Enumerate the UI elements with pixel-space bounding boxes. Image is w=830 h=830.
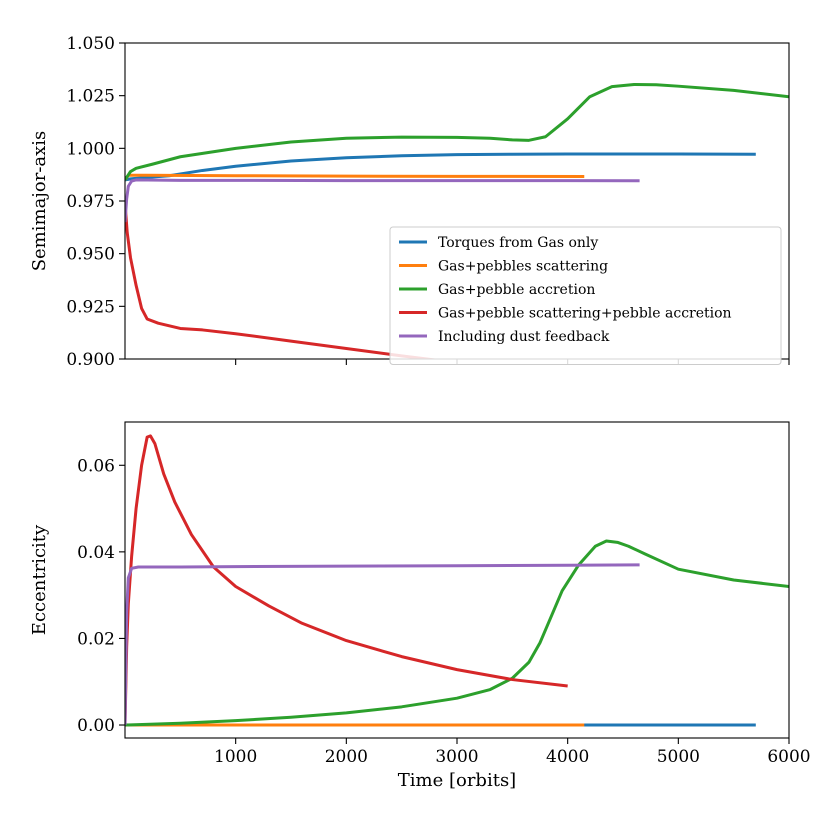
eccentricity-series-line-3 bbox=[125, 539, 789, 727]
semimajor-y-tick-label: 0.900 bbox=[66, 350, 115, 370]
semimajor-y-tick-label: 0.975 bbox=[66, 192, 115, 212]
legend-box bbox=[389, 226, 782, 365]
eccentricity-series-line-5 bbox=[125, 563, 640, 726]
legend-entry-2: Gas+pebbles scattering bbox=[438, 259, 608, 275]
semimajor-y-tick-label: 1.000 bbox=[66, 139, 115, 159]
semimajor-series-line-4 bbox=[125, 202, 436, 359]
eccentricity-y-tick-label: 0.02 bbox=[77, 629, 115, 649]
eccentricity-series-line-4 bbox=[125, 434, 568, 726]
eccentricity-y-tick-label: 0.06 bbox=[77, 456, 115, 476]
legend-entry-4: Gas+pebble scattering+pebble accretion bbox=[438, 306, 732, 322]
eccentricity-x-tick-label: 4000 bbox=[546, 747, 589, 767]
semimajor-y-tick-label: 1.050 bbox=[66, 34, 115, 54]
semimajor-series-line-5 bbox=[125, 178, 640, 223]
semimajor-y-tick-label: 0.950 bbox=[66, 245, 115, 265]
legend-entry-3: Gas+pebble accretion bbox=[438, 282, 595, 298]
legend: Torques from Gas only Gas+pebbles scatter… bbox=[389, 226, 782, 365]
eccentricity-x-tick-label: 5000 bbox=[657, 747, 700, 767]
eccentricity-y-tick-label: 0.04 bbox=[77, 543, 115, 563]
eccentricity-x-tick-label: 6000 bbox=[767, 747, 810, 767]
semimajor-series-line-3 bbox=[125, 83, 789, 181]
eccentricity-y-tick-label: 0.00 bbox=[77, 716, 115, 736]
eccentricity-series-group bbox=[125, 434, 789, 727]
legend-entry-5: Including dust feedback bbox=[438, 329, 610, 345]
eccentricity-x-tick-label: 2000 bbox=[325, 747, 368, 767]
eccentricity-axes-frame bbox=[124, 421, 790, 739]
semimajor-series-group bbox=[125, 83, 789, 359]
eccentricity-x-tick-label: 3000 bbox=[435, 747, 478, 767]
semimajor-y-axis-label: Semimajor-axis bbox=[29, 131, 50, 272]
eccentricity-y-axis-label: Eccentricity bbox=[29, 524, 50, 635]
eccentricity-panel: 1000 2000 3000 4000 5000 6000 0.00 0.02 0.04 0.06… bbox=[29, 421, 811, 791]
semimajor-y-tick-label: 0.925 bbox=[66, 297, 115, 317]
semimajor-axis-panel: 0.900 0.925 0.950 0.975 1.000 1.025 1.050 Semim… bbox=[29, 34, 790, 370]
eccentricity-x-axis-label: Time [orbits] bbox=[398, 770, 516, 791]
semimajor-y-tick-label: 1.025 bbox=[66, 87, 115, 107]
eccentricity-x-tick-label: 1000 bbox=[214, 747, 257, 767]
semimajor-series-line-1 bbox=[125, 152, 756, 182]
legend-entry-1: Torques from Gas only bbox=[438, 235, 598, 251]
